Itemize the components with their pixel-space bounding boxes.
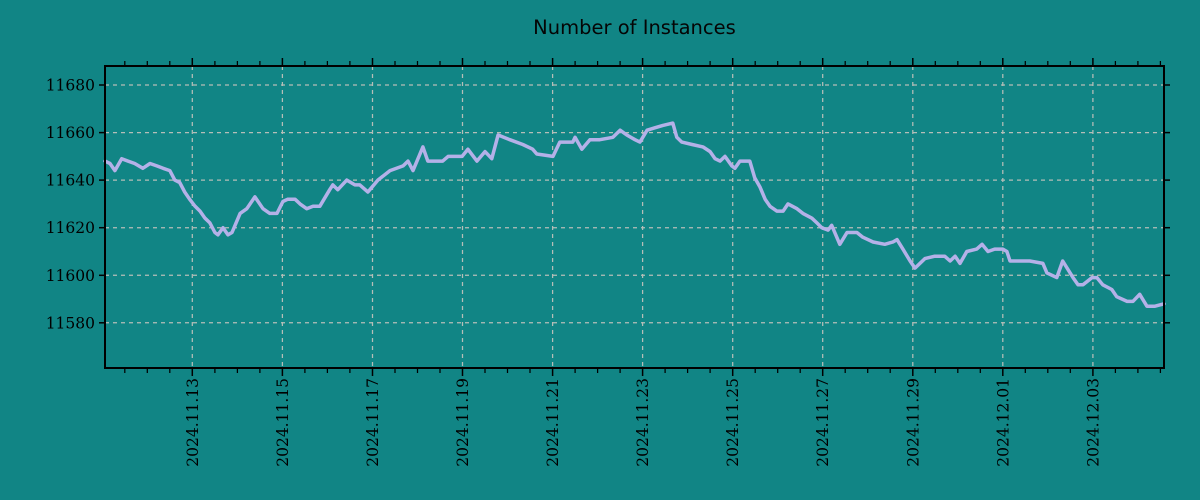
chart-title: Number of Instances [533, 16, 736, 39]
x-tick-label: 2024.11.15 [274, 378, 292, 467]
y-tick-label: 11620 [46, 219, 95, 237]
x-tick-label: 2024.11.21 [544, 378, 562, 467]
x-tick-label: 2024.11.13 [184, 378, 202, 467]
y-tick-label: 11680 [46, 77, 95, 95]
y-tick-label: 11580 [46, 314, 95, 332]
x-tick-label: 2024.12.01 [994, 378, 1012, 467]
y-tick-label: 11660 [46, 124, 95, 142]
x-tick-label: 2024.11.29 [904, 378, 922, 467]
x-tick-label: 2024.11.23 [634, 378, 652, 467]
x-tick-label: 2024.11.25 [724, 378, 742, 467]
x-tick-label: 2024.11.27 [814, 378, 832, 467]
plot-border [104, 65, 1165, 369]
x-tick-label: 2024.11.17 [364, 378, 382, 467]
x-tick-label: 2024.12.03 [1084, 378, 1102, 467]
y-tick-label: 11640 [46, 172, 95, 190]
y-tick-label: 11600 [46, 267, 95, 285]
series-line [103, 121, 1166, 308]
x-tick-label: 2024.11.19 [454, 378, 472, 467]
